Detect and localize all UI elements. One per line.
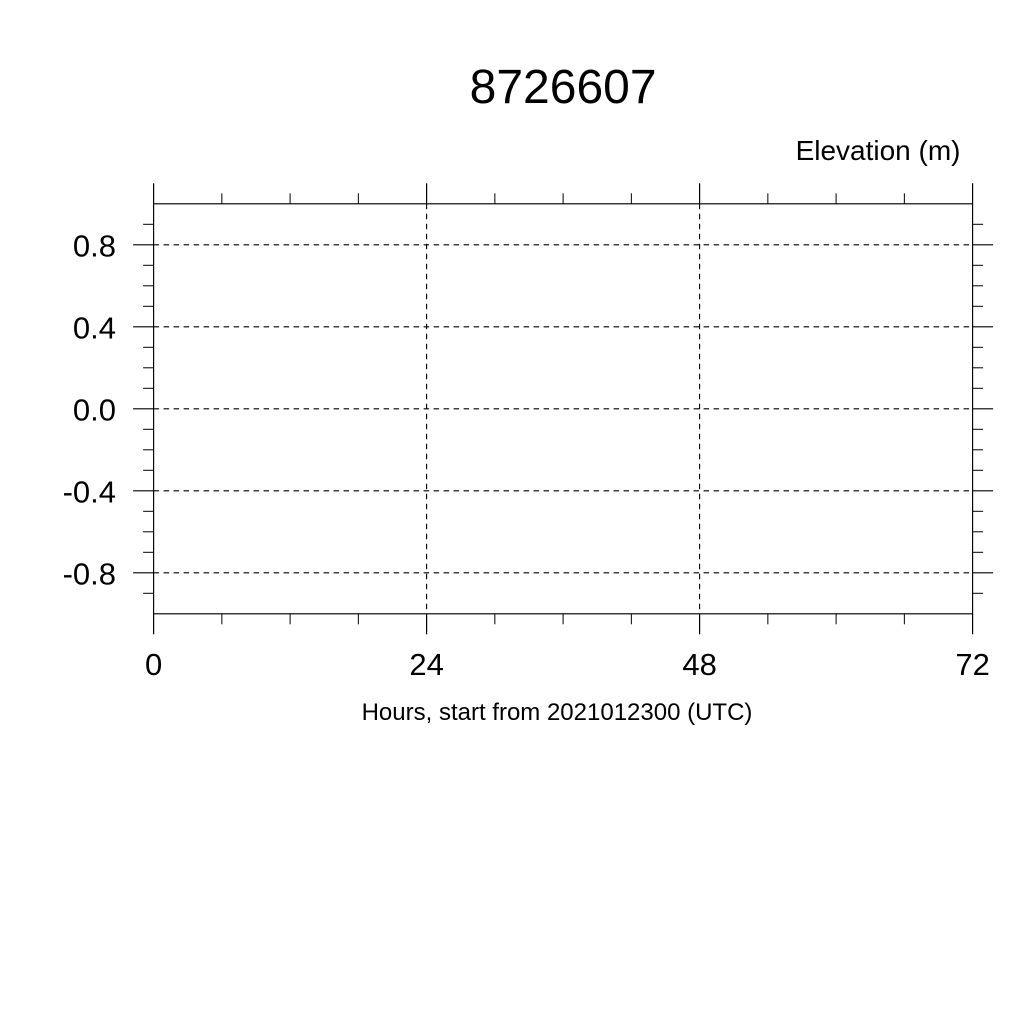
svg-text:0: 0 [145, 647, 162, 682]
svg-text:48: 48 [682, 647, 716, 682]
svg-text:24: 24 [409, 647, 443, 682]
svg-text:-0.8: -0.8 [63, 556, 116, 591]
svg-text:0.0: 0.0 [73, 392, 116, 427]
svg-text:72: 72 [955, 647, 989, 682]
svg-text:-0.4: -0.4 [63, 474, 116, 509]
svg-text:0.8: 0.8 [73, 228, 116, 263]
svg-text:0.4: 0.4 [73, 310, 116, 345]
